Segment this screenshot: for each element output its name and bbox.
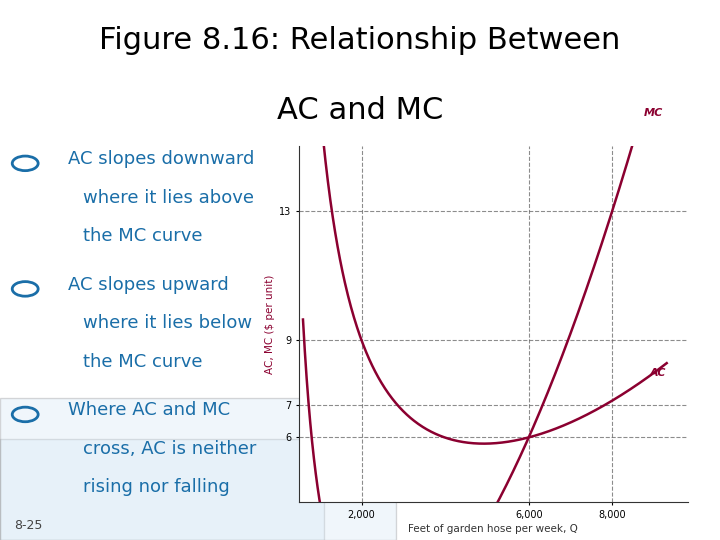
Text: rising nor falling: rising nor falling <box>83 478 230 496</box>
Text: where it lies above: where it lies above <box>83 189 254 207</box>
Text: MC: MC <box>644 109 663 118</box>
Text: cross, AC is neither: cross, AC is neither <box>83 440 256 458</box>
Text: the MC curve: the MC curve <box>83 227 202 245</box>
Text: the MC curve: the MC curve <box>83 353 202 371</box>
Text: Figure 8.16: Relationship Between: Figure 8.16: Relationship Between <box>99 26 621 55</box>
Text: AC: AC <box>650 368 666 377</box>
Text: Where AC and MC: Where AC and MC <box>68 401 230 420</box>
Text: AC and MC: AC and MC <box>276 96 444 125</box>
Text: 8-25: 8-25 <box>14 519 42 532</box>
Text: where it lies below: where it lies below <box>83 314 252 332</box>
Y-axis label: AC, MC ($ per unit): AC, MC ($ per unit) <box>265 274 275 374</box>
Text: AC slopes upward: AC slopes upward <box>68 276 229 294</box>
Text: AC slopes downward: AC slopes downward <box>68 150 255 168</box>
FancyBboxPatch shape <box>0 399 396 540</box>
FancyBboxPatch shape <box>0 438 324 540</box>
X-axis label: Feet of garden hose per week, Q: Feet of garden hose per week, Q <box>408 524 578 534</box>
